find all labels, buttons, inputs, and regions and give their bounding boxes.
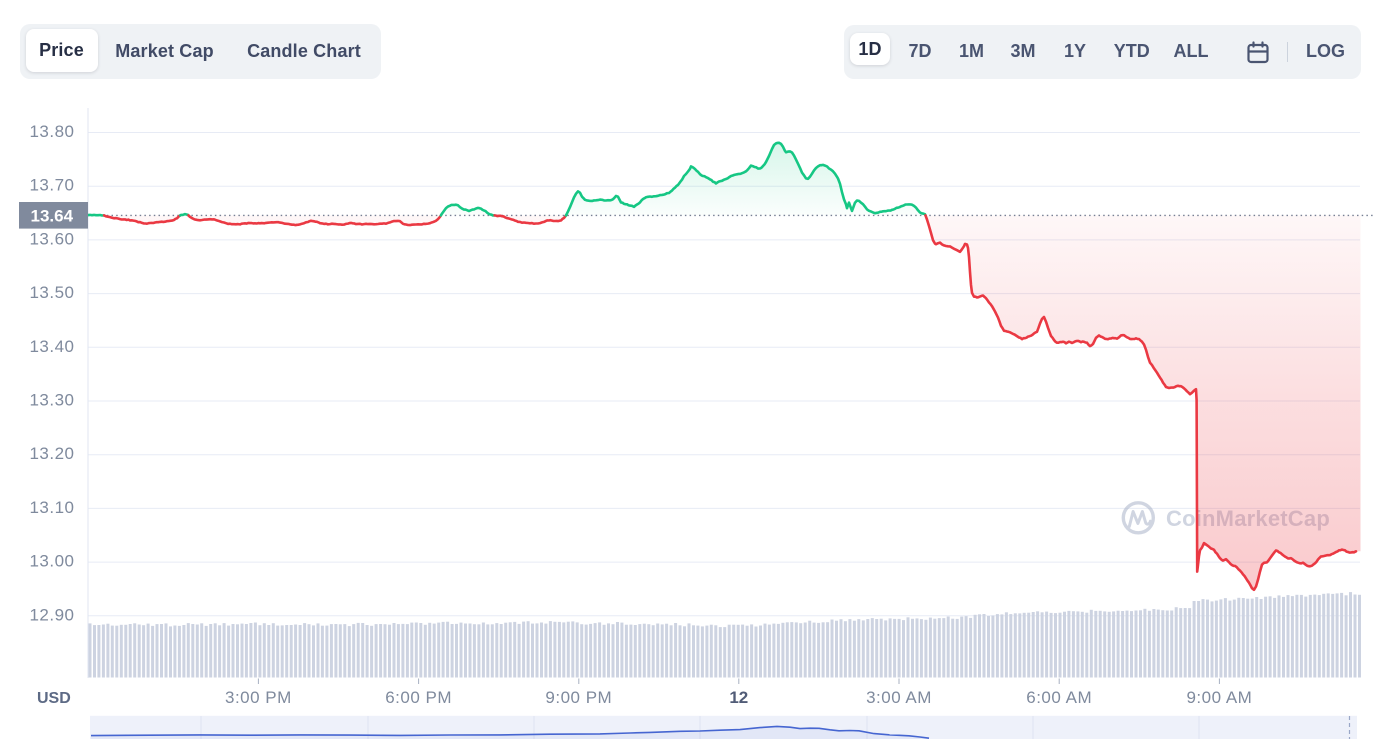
svg-text:6:00 AM: 6:00 AM [1026,688,1092,707]
svg-text:13.60: 13.60 [29,229,74,248]
svg-text:13.70: 13.70 [29,176,74,195]
svg-text:12.90: 12.90 [29,605,74,624]
svg-text:USD: USD [37,690,71,707]
svg-text:13.20: 13.20 [29,444,74,463]
svg-text:12: 12 [729,688,748,707]
svg-text:13.50: 13.50 [29,283,74,302]
svg-text:3:00 PM: 3:00 PM [225,688,292,707]
svg-text:13.10: 13.10 [29,498,74,517]
svg-text:13.00: 13.00 [29,552,74,571]
svg-text:9:00 AM: 9:00 AM [1186,688,1252,707]
svg-text:9:00 PM: 9:00 PM [545,688,612,707]
svg-text:13.80: 13.80 [29,122,74,141]
svg-text:6:00 PM: 6:00 PM [385,688,452,707]
svg-text:13.64: 13.64 [31,207,74,226]
svg-text:13.30: 13.30 [29,391,74,410]
svg-text:13.40: 13.40 [29,337,74,356]
svg-text:3:00 AM: 3:00 AM [866,688,932,707]
